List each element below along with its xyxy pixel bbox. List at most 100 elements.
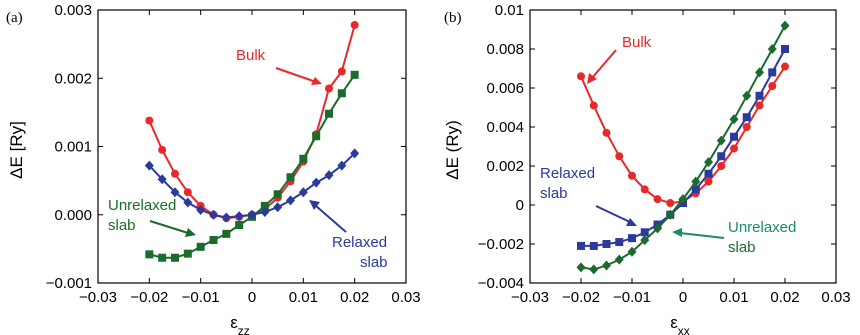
panel-a-annotation-unrelaxed: Unrelaxed <box>108 197 176 214</box>
panel-b-point-relaxed <box>768 68 777 77</box>
panel-b-point-bulk <box>615 152 624 161</box>
panel-b-arrow-bulk-line <box>591 49 617 79</box>
panel-b-point-relaxed <box>577 241 585 250</box>
panel-b-x-axis-title-sub: xx <box>678 324 690 335</box>
panel-b-point-unrelaxed <box>614 254 624 265</box>
panel-b-x-tick-label: 0.02 <box>770 289 799 306</box>
panel-b-y-tick-label: −0.002 <box>478 236 524 253</box>
panel-a-point-relaxed <box>350 148 360 159</box>
panel-b-point-relaxed <box>755 91 764 100</box>
panel-b-point-unrelaxed <box>665 209 675 220</box>
panel-b-point-relaxed <box>742 113 751 122</box>
panel-a-x-tick-label: 0.01 <box>289 289 318 306</box>
panel-a-point-bulk <box>158 145 167 154</box>
panel-a-point-relaxed <box>286 195 295 206</box>
panel-a-point-relaxed <box>273 202 283 213</box>
panel-a-point-unrelaxed <box>235 220 244 229</box>
panel-a: (a) −0.03 −0.02 −0.01 0 0.01 0.02 0.03 −0.001 0… <box>6 2 421 335</box>
panel-a-x-tick-label: 0.03 <box>391 289 420 306</box>
panel-a-arrow-bulk-line <box>275 67 317 83</box>
panel-b-y-tick-label: −0.004 <box>478 275 524 292</box>
panel-b-x-axis-title: εxx <box>670 313 690 335</box>
panel-a-point-relaxed <box>144 160 154 171</box>
panel-b-series <box>576 20 790 275</box>
panel-a-arrow-relaxed-line <box>315 205 347 233</box>
panel-b-point-relaxed <box>628 234 636 243</box>
panel-a-point-relaxed <box>324 170 334 181</box>
panel-a-annotation-relaxed: Relaxed <box>332 234 387 251</box>
panel-a-point-relaxed <box>298 187 308 198</box>
panel-b-x-ticks: −0.03 −0.02 −0.01 0 0.01 0.02 0.03 <box>511 10 851 306</box>
panel-b-point-unrelaxed <box>589 264 599 275</box>
panel-b-point-relaxed <box>691 185 700 194</box>
panel-a-x-ticks: −0.03 −0.02 −0.01 0 0.01 0.02 0.03 <box>79 10 421 306</box>
panel-b-y-tick-label: 0.01 <box>495 2 524 19</box>
panel-b-point-unrelaxed <box>716 135 726 146</box>
panel-b-point-unrelaxed <box>767 44 777 54</box>
panel-b-annotation-bulk: Bulk <box>622 34 652 51</box>
panel-a-point-relaxed <box>311 177 321 188</box>
panel-a-point-relaxed <box>247 209 257 220</box>
panel-a-point-relaxed <box>221 212 231 223</box>
panel-a-point-relaxed <box>234 211 244 222</box>
panel-b-point-unrelaxed <box>678 194 688 205</box>
panel-b-point-unrelaxed <box>780 20 790 31</box>
panel-a-point-unrelaxed <box>312 132 321 141</box>
panel-a-point-unrelaxed <box>196 242 205 251</box>
panel-b-arrow-unrelaxed-head <box>672 228 682 237</box>
panel-a-y-tick-label: 0.002 <box>54 70 92 87</box>
panel-b-point-bulk <box>768 82 777 91</box>
panel-a-point-unrelaxed <box>183 249 192 258</box>
panel-a-point-relaxed <box>157 174 167 185</box>
panel-b-point-unrelaxed <box>729 114 739 125</box>
panel-a-point-bulk <box>183 188 192 197</box>
panel-a-point-unrelaxed <box>286 173 295 182</box>
panel-b-point-relaxed <box>602 240 611 248</box>
panel-b-point-bulk <box>653 195 662 204</box>
panel-b-point-relaxed <box>717 152 726 161</box>
panel-a-annotation-unrelaxed-slab: slab <box>108 217 136 234</box>
panel-b-point-bulk <box>755 101 764 110</box>
panel-a-y-ticks: −0.001 0.000 0.001 0.002 0.003 <box>46 2 406 292</box>
panel-b-point-bulk <box>589 101 598 110</box>
panel-b: (b) −0.03 −0.02 −0.01 0 0.01 0.02 0.03 −0.004−… <box>443 2 851 335</box>
panel-a-point-unrelaxed <box>350 70 359 79</box>
panel-a-y-tick-label: 0.003 <box>54 2 92 19</box>
panel-a-x-axis-title-sub: zz <box>238 324 250 335</box>
panel-a-point-relaxed <box>260 207 270 218</box>
panel-b-point-unrelaxed <box>640 235 650 246</box>
panel-b-x-tick-label: 0.01 <box>719 289 748 306</box>
panel-a-point-relaxed <box>170 187 180 198</box>
panel-b-annotation-relaxed-slab: slab <box>540 185 568 202</box>
panel-a-point-unrelaxed <box>222 229 231 238</box>
panel-b-arrow-relaxed-line <box>595 205 631 223</box>
panel-a-point-relaxed <box>209 209 218 220</box>
panel-a-label: (a) <box>6 10 23 26</box>
panel-a-point-relaxed <box>183 197 193 208</box>
panel-a-arrow-bulk-head <box>311 77 322 85</box>
panel-b-point-unrelaxed <box>704 157 713 168</box>
panel-b-y-tick-label: 0.008 <box>486 41 524 58</box>
panel-b-point-unrelaxed <box>653 223 662 234</box>
panel-b-x-tick-label: 0.03 <box>821 289 850 306</box>
panel-b-y-tick-label: 0.006 <box>486 80 524 97</box>
panel-b-point-unrelaxed <box>755 67 764 78</box>
panel-b-y-tick-label: 0.004 <box>486 119 524 136</box>
panel-a-point-bulk <box>145 116 154 125</box>
panel-b-x-axis-title-main: ε <box>670 313 678 332</box>
panel-b-point-unrelaxed <box>691 176 701 187</box>
panel-a-point-bulk <box>337 67 346 76</box>
panel-a-x-tick-label: −0.03 <box>79 289 117 306</box>
panel-a-point-unrelaxed <box>337 89 346 98</box>
panel-b-x-tick-label: −0.02 <box>562 289 600 306</box>
panel-b-point-bulk <box>717 162 726 170</box>
panel-b-point-unrelaxed <box>576 262 586 273</box>
panel-b-arrow-relaxed-head <box>626 218 637 226</box>
panel-a-point-unrelaxed <box>273 190 282 199</box>
panel-b-point-bulk <box>628 171 636 180</box>
panel-a-x-tick-label: 0 <box>248 289 256 306</box>
panel-b-x-tick-label: 0 <box>679 289 687 306</box>
panel-a-x-tick-label: −0.01 <box>182 289 220 306</box>
